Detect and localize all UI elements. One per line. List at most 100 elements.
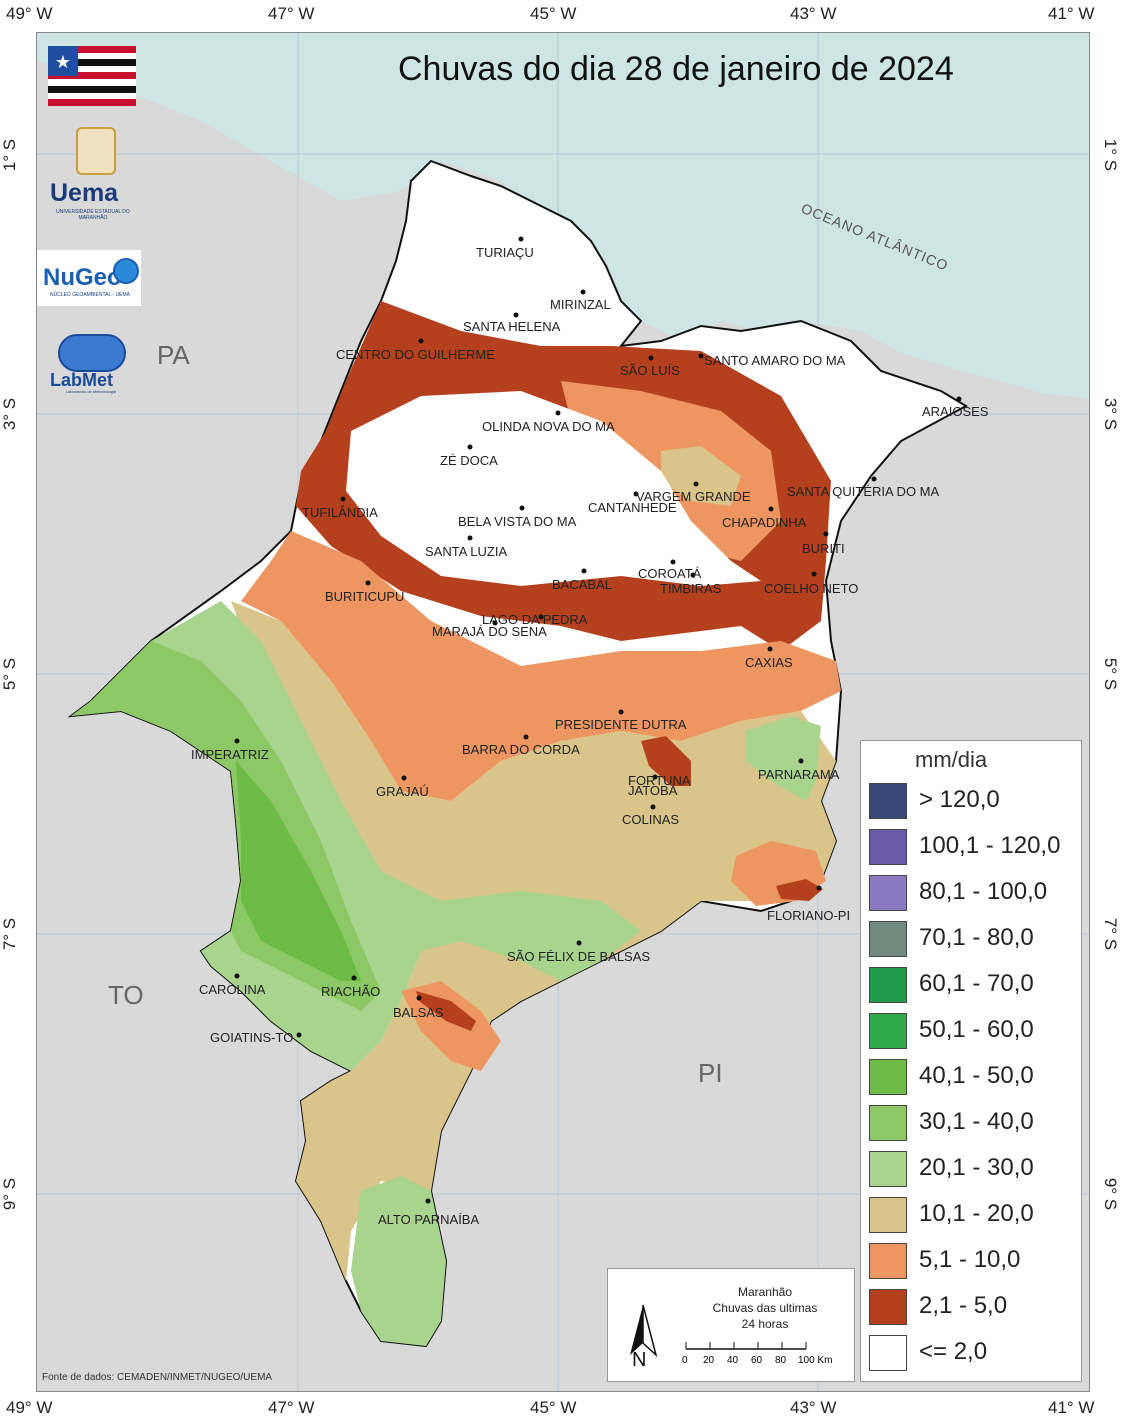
city-label: CAROLINA xyxy=(199,982,266,997)
city-label: SANTO AMARO DO MA xyxy=(704,353,846,368)
map-frame xyxy=(36,32,1090,1392)
city-label: BURITICUPU xyxy=(325,589,405,604)
legend-label: 50,1 - 60,0 xyxy=(919,1016,1034,1043)
state-label-pa: PA xyxy=(157,340,190,370)
city-label: SÃO LUÍS xyxy=(620,363,680,378)
lat-label-9s-right: 9° S xyxy=(1101,1177,1121,1211)
zone-dry-center xyxy=(346,391,761,586)
city-label: VARGEM GRANDE xyxy=(636,489,751,504)
city-label: SÃO FÉLIX DE BALSAS xyxy=(507,949,651,964)
labmet-subtitle: Laboratório de Meteorologia xyxy=(65,389,117,394)
rainfall-map xyxy=(37,33,1089,1391)
nugeo-logo: NuGeo NÚCLEO GEOAMBIENTAL - UEMA xyxy=(37,250,141,306)
scale-tick: 20 xyxy=(703,1355,715,1366)
legend-item: 50,1 - 60,0 xyxy=(869,1013,1079,1051)
legend: mm/dia > 120,0 100,1 - 120,0 80,1 - 100,… xyxy=(860,740,1082,1382)
lon-label-41w-bottom: 41° W xyxy=(1048,1398,1095,1417)
zone-20-30-south xyxy=(351,1176,446,1346)
legend-swatch xyxy=(869,1197,907,1233)
legend-title: mm/dia xyxy=(915,747,988,772)
city-label: CANTANHEDE xyxy=(588,500,677,515)
lat-label-1s-right: 1° S xyxy=(1101,138,1121,172)
city-label: SANTA HELENA xyxy=(463,319,561,334)
city-label: CAXIAS xyxy=(745,655,793,670)
zone-10-20-spot xyxy=(661,446,741,506)
legend-item: 20,1 - 30,0 xyxy=(869,1151,1079,1189)
legend-label: 40,1 - 50,0 xyxy=(919,1062,1034,1089)
state-label-to: TO xyxy=(108,980,144,1010)
scale-tick: 0 xyxy=(682,1355,688,1366)
info-line-period: 24 horas xyxy=(741,1317,789,1331)
labmet-logo: LabMet Laboratório de Meteorologia xyxy=(48,332,134,396)
lon-label-47w-bottom: 47° W xyxy=(268,1398,315,1417)
lat-label-7s: 7° S xyxy=(0,917,20,951)
north-arrow-icon xyxy=(630,1304,658,1358)
zone-5-10-south xyxy=(241,531,841,801)
uema-wordmark: Uema xyxy=(50,179,119,207)
legend-item: 60,1 - 70,0 xyxy=(869,967,1079,1005)
city-label: MIRINZAL xyxy=(550,297,611,312)
lon-label-43w-bottom: 43° W xyxy=(790,1398,837,1417)
city-label: BALSAS xyxy=(393,1005,444,1020)
legend-item: 2,1 - 5,0 xyxy=(869,1289,1079,1327)
legend-swatch xyxy=(869,1105,907,1141)
city-label: TURIAÇU xyxy=(476,245,534,260)
city-label: JATOBÁ xyxy=(628,783,678,798)
legend-label: 2,1 - 5,0 xyxy=(919,1292,1008,1319)
info-line-description: Chuvas das ultimas xyxy=(712,1301,818,1315)
legend-swatch xyxy=(869,783,907,819)
map-info-box: N Maranhão Chuvas das ultimas 24 horas 0… xyxy=(607,1268,855,1382)
city-label: COLINAS xyxy=(622,812,680,827)
state-label-pi: PI xyxy=(698,1058,723,1088)
legend-label: 100,1 - 120,0 xyxy=(919,832,1061,859)
legend-item: > 120,0 xyxy=(869,783,1079,821)
legend-swatch xyxy=(869,829,907,865)
city-label: BURITI xyxy=(802,541,845,556)
legend-item: 100,1 - 120,0 xyxy=(869,829,1079,867)
lat-label-7s-right: 7° S xyxy=(1101,917,1121,951)
city-label: CENTRO DO GUILHERME xyxy=(336,347,495,362)
uema-logo: Uema UNIVERSIDADE ESTADUAL DO MARANHÃO xyxy=(48,125,138,225)
lon-label-41w: 41° W xyxy=(1048,4,1095,23)
legend-swatch xyxy=(869,921,907,957)
city-label: TUFILÂNDIA xyxy=(302,505,378,520)
map-title: Chuvas do dia 28 de janeiro de 2024 xyxy=(398,50,954,88)
city-label: BACABAL xyxy=(552,577,612,592)
legend-item: 40,1 - 50,0 xyxy=(869,1059,1079,1097)
scale-tick: 60 xyxy=(751,1355,763,1366)
city-label: GOIATINS-TO xyxy=(210,1030,294,1045)
city-label: PARNARAMA xyxy=(758,767,840,782)
legend-label: <= 2,0 xyxy=(919,1338,988,1365)
city-markers xyxy=(234,236,962,1204)
city-label: OLINDA NOVA DO MA xyxy=(482,419,615,434)
legend-item: <= 2,0 xyxy=(869,1335,1079,1373)
legend-label: 20,1 - 30,0 xyxy=(919,1154,1034,1181)
lat-label-5s-right: 5° S xyxy=(1101,657,1121,691)
city-label: LAGO DA PEDRA xyxy=(482,612,588,627)
legend-label: 30,1 - 40,0 xyxy=(919,1108,1034,1135)
labmet-cloud-icon xyxy=(58,334,126,372)
legend-swatch xyxy=(869,1059,907,1095)
city-label: IMPERATRIZ xyxy=(191,747,269,762)
city-label: FORTUNA xyxy=(628,773,691,788)
city-label: BELA VISTA DO MA xyxy=(458,514,577,529)
city-label: ALTO PARNAÍBA xyxy=(378,1212,480,1227)
city-label: BARRA DO CORDA xyxy=(462,742,580,757)
city-label: FLORIANO-PI xyxy=(767,908,851,923)
lon-label-43w: 43° W xyxy=(790,4,837,23)
lat-label-3s: 3° S xyxy=(0,397,20,431)
city-label: MARAJÁ DO SENA xyxy=(432,624,547,639)
scale-tick: 100 Km xyxy=(798,1355,833,1366)
city-label: CHAPADINHA xyxy=(722,515,807,530)
legend-item: 70,1 - 80,0 xyxy=(869,921,1079,959)
legend-label: 5,1 - 10,0 xyxy=(919,1246,1021,1273)
lat-label-1s: 1° S xyxy=(0,138,20,172)
lon-label-49w: 49° W xyxy=(6,4,53,23)
legend-item: 30,1 - 40,0 xyxy=(869,1105,1079,1143)
svg-text:★: ★ xyxy=(55,52,71,73)
lat-label-9s: 9° S xyxy=(0,1177,20,1211)
info-line-state: Maranhão xyxy=(737,1285,793,1299)
city-label: GRAJAÚ xyxy=(376,784,429,799)
globe-icon xyxy=(113,258,139,284)
city-label: SANTA QUITÉRIA DO MA xyxy=(787,484,940,499)
